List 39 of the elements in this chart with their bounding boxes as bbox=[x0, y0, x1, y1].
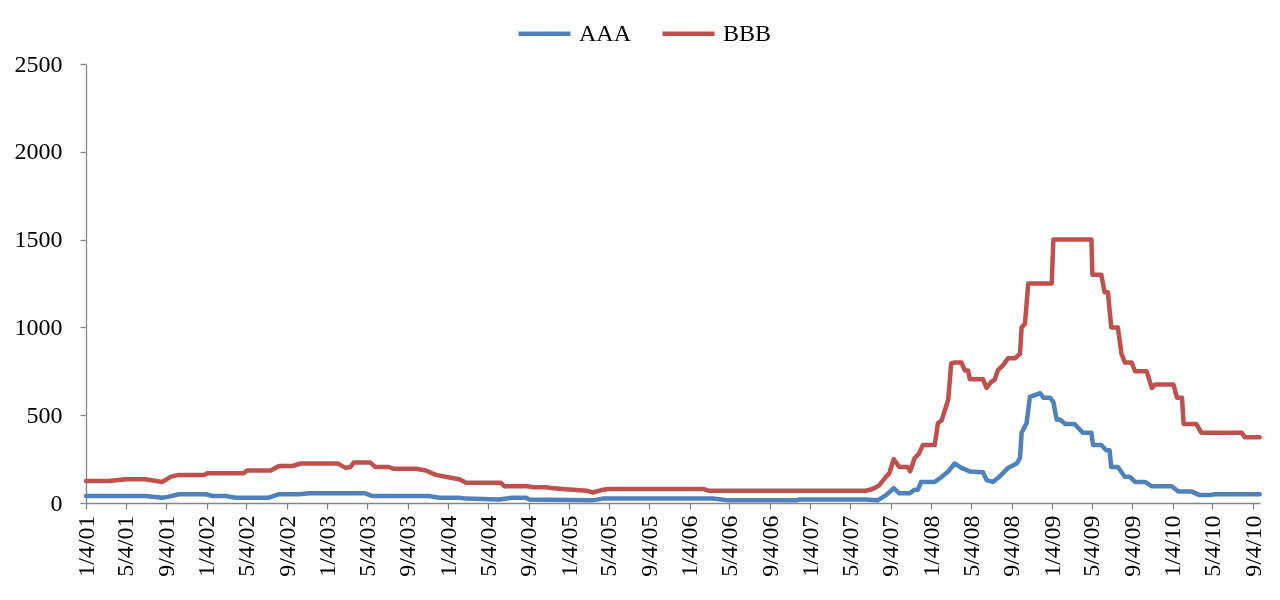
x-tick-label: 9/4/08 bbox=[998, 515, 1025, 577]
y-tick-label: 2000 bbox=[14, 138, 63, 165]
x-tick-label: 9/4/09 bbox=[1118, 515, 1145, 577]
x-tick-label: 5/4/01 bbox=[112, 515, 139, 577]
legend-label: AAA bbox=[579, 19, 632, 46]
x-tick-label: 5/4/06 bbox=[715, 515, 742, 577]
y-tick-label: 1500 bbox=[14, 226, 63, 253]
y-tick-label: 1000 bbox=[14, 313, 63, 340]
x-tick-label: 5/4/05 bbox=[595, 515, 622, 577]
x-tick-label: 1/4/09 bbox=[1038, 515, 1065, 577]
x-tick-label: 1/4/07 bbox=[796, 515, 823, 577]
x-tick-label: 5/4/10 bbox=[1198, 515, 1225, 577]
x-tick-label: 5/4/07 bbox=[836, 515, 863, 577]
x-tick-label: 9/4/02 bbox=[273, 515, 300, 577]
x-tick-label: 5/4/08 bbox=[957, 515, 984, 577]
x-tick-label: 5/4/02 bbox=[232, 515, 259, 577]
x-tick-label: 9/4/04 bbox=[515, 515, 542, 577]
x-tick-label: 5/4/03 bbox=[353, 515, 380, 577]
x-tick-label: 1/4/06 bbox=[676, 515, 703, 577]
x-tick-label: 9/4/03 bbox=[394, 515, 421, 577]
x-tick-label: 1/4/08 bbox=[917, 515, 944, 577]
x-tick-label: 1/4/10 bbox=[1159, 515, 1186, 577]
x-tick-label: 9/4/01 bbox=[152, 515, 179, 577]
x-tick-label: 1/4/02 bbox=[193, 515, 220, 577]
x-tick-label: 1/4/05 bbox=[555, 515, 582, 577]
legend-label: BBB bbox=[723, 19, 772, 46]
x-tick-label: 5/4/09 bbox=[1078, 515, 1105, 577]
x-tick-label: 9/4/06 bbox=[756, 515, 783, 577]
x-tick-label: 5/4/04 bbox=[474, 515, 501, 577]
x-tick-label: 9/4/10 bbox=[1239, 515, 1266, 577]
x-tick-label: 1/4/01 bbox=[72, 515, 99, 577]
x-tick-label: 9/4/07 bbox=[877, 515, 904, 577]
x-tick-label: 9/4/05 bbox=[635, 515, 662, 577]
y-tick-label: 2500 bbox=[14, 50, 63, 77]
y-tick-label: 500 bbox=[26, 401, 63, 428]
x-tick-label: 1/4/03 bbox=[313, 515, 340, 577]
x-tick-label: 1/4/04 bbox=[434, 515, 461, 577]
line-series bbox=[83, 237, 1262, 495]
y-tick-label: 0 bbox=[50, 489, 63, 516]
